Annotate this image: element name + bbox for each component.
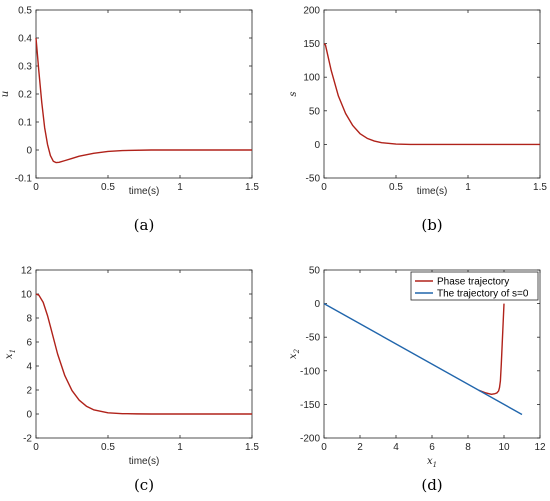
x-tick-label: 10: [498, 442, 510, 453]
y-tick-label: -100: [300, 366, 320, 377]
x-tick-label: 2: [357, 442, 363, 453]
panel-caption: (d): [421, 476, 442, 494]
y-tick-label: -200: [300, 434, 320, 445]
x-tick-label: 1: [177, 182, 183, 193]
y-axis-label: s: [288, 91, 299, 96]
y-tick-label: 4: [26, 362, 32, 373]
y-tick-label: 0: [26, 410, 32, 421]
x-tick-label: 1.5: [533, 182, 547, 193]
y-axis-label: u: [0, 91, 11, 97]
y-tick-label: -150: [300, 400, 320, 411]
legend-box: [410, 271, 539, 301]
panel-caption: (b): [421, 216, 442, 234]
x-tick-label: 1: [465, 182, 471, 193]
x-tick-label: 8: [465, 442, 471, 453]
x-tick-label: 0: [321, 442, 327, 453]
x-tick-label: 1.5: [245, 182, 259, 193]
legend-entry: The trajectory of s=0: [437, 289, 529, 300]
y-tick-label: 8: [26, 314, 32, 325]
series-line-1: [323, 43, 540, 146]
x-tick-label: 0: [33, 442, 39, 453]
y-tick-label: -2: [23, 434, 32, 445]
y-tick-label: -50: [306, 333, 321, 344]
x-tick-label: 0.5: [101, 442, 115, 453]
x-axis-label: time(s): [129, 186, 160, 197]
y-tick-label: 100: [303, 73, 320, 84]
y-tick-label: 200: [303, 6, 320, 17]
x-axis-label: x1: [427, 456, 437, 469]
x-tick-label: 0.5: [101, 182, 115, 193]
y-axis-label: x2: [288, 348, 301, 359]
x-axis-label: time(s): [417, 186, 448, 197]
y-tick-label: 0: [314, 140, 320, 151]
panel-d: 0 2 4 6 8 10 12 -200 -150 -100 -50 0 50 x1 x2 (d) Phase …: [288, 266, 546, 495]
series-line-2: [323, 302, 523, 416]
x-tick-label: 1: [177, 442, 183, 453]
plot-area: [35, 269, 253, 439]
y-tick-label: 12: [21, 266, 33, 277]
legend-entry: Phase trajectory: [437, 277, 509, 288]
y-tick-label: 0: [314, 299, 320, 310]
x-axis-label: time(s): [129, 456, 160, 467]
plot-area: [323, 9, 541, 179]
y-tick-label: 2: [26, 386, 32, 397]
series-line-1: [35, 293, 252, 415]
y-tick-label: 0.2: [18, 90, 32, 101]
y-tick-label: 0.1: [18, 118, 32, 129]
y-tick-label: 10: [21, 290, 33, 301]
x-tick-label: 4: [393, 442, 399, 453]
x-tick-label: 6: [429, 442, 435, 453]
plot-area: [35, 9, 253, 179]
panel-caption: (a): [134, 216, 155, 234]
y-tick-label: 0: [26, 146, 32, 157]
y-tick-label: -50: [306, 174, 321, 185]
y-tick-label: 50: [309, 266, 321, 277]
series-line-1: [35, 37, 252, 164]
series-line-1: [478, 303, 505, 396]
x-tick-label: 1.5: [245, 442, 259, 453]
panel-caption: (c): [134, 476, 154, 494]
y-tick-label: 150: [303, 39, 320, 50]
y-tick-label: 50: [309, 106, 321, 117]
y-tick-label: 0.4: [18, 34, 32, 45]
y-tick-label: 0.3: [18, 62, 32, 73]
y-axis-label: x1: [4, 349, 17, 359]
x-tick-label: 0: [321, 182, 327, 193]
x-tick-label: 12: [534, 442, 546, 453]
x-tick-label: 0.5: [389, 182, 403, 193]
x-tick-label: 0: [33, 182, 39, 193]
y-tick-label: -0.1: [15, 174, 33, 185]
y-tick-label: 0.5: [18, 6, 32, 17]
y-tick-label: 6: [26, 338, 32, 349]
